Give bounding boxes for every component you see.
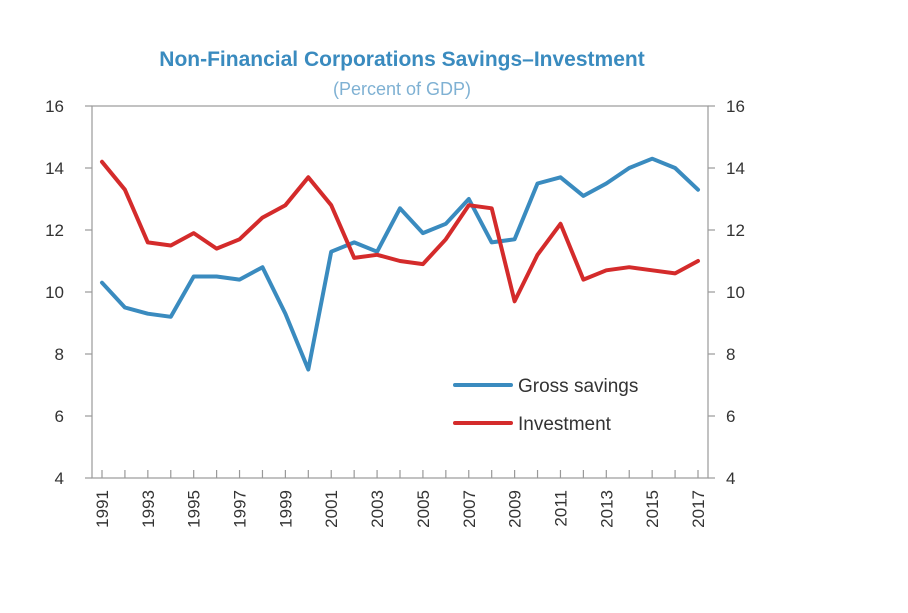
x-axis: 1991 1993 1995 1997 1999 2001 2003 2005 2007 2009… bbox=[93, 470, 708, 528]
y-axis-right: 4 6 8 10 12 14 16 bbox=[708, 97, 745, 488]
x-tick-label: 1991 bbox=[93, 490, 112, 528]
x-tick-label: 1997 bbox=[231, 490, 250, 528]
x-tick-label: 2015 bbox=[643, 490, 662, 528]
y-tick-label-right: 4 bbox=[726, 469, 735, 488]
x-tick-label: 2007 bbox=[460, 490, 479, 528]
legend-label-gross-savings: Gross savings bbox=[518, 376, 638, 397]
series-line-investment bbox=[100, 159, 700, 304]
y-tick-label-left: 16 bbox=[45, 97, 64, 116]
chart-title: Non-Financial Corporations Savings–Inves… bbox=[159, 48, 644, 71]
x-tick-label: 1999 bbox=[276, 490, 295, 528]
x-tick-label: 2001 bbox=[322, 490, 341, 528]
x-tick-label: 2013 bbox=[597, 490, 616, 528]
x-tick-label: 2005 bbox=[414, 490, 433, 528]
legend-label-investment: Investment bbox=[518, 414, 612, 435]
y-tick-label-left: 12 bbox=[45, 221, 64, 240]
x-tick-label: 2011 bbox=[551, 490, 570, 527]
y-tick-label-right: 14 bbox=[726, 159, 745, 178]
y-tick-label-left: 10 bbox=[45, 283, 64, 302]
y-axis-left: 4 6 8 10 12 14 16 bbox=[45, 97, 92, 488]
chart-subtitle: (Percent of GDP) bbox=[333, 79, 471, 99]
legend: Gross savings Investment bbox=[453, 376, 638, 435]
y-tick-label-left: 14 bbox=[45, 159, 64, 178]
y-tick-label-right: 6 bbox=[726, 407, 735, 426]
y-tick-label-left: 8 bbox=[55, 345, 64, 364]
y-tick-label-left: 4 bbox=[55, 469, 64, 488]
x-tick-label: 2009 bbox=[506, 490, 525, 528]
x-tick-label: 2003 bbox=[368, 490, 387, 528]
y-tick-label-right: 10 bbox=[726, 283, 745, 302]
series-layer bbox=[100, 156, 700, 372]
series-line-gross-savings bbox=[100, 156, 700, 372]
x-tick-label: 2017 bbox=[689, 490, 708, 528]
x-tick-label: 1995 bbox=[185, 490, 204, 528]
y-tick-label-right: 12 bbox=[726, 221, 745, 240]
y-tick-label-right: 8 bbox=[726, 345, 735, 364]
x-tick-label: 1993 bbox=[139, 490, 158, 528]
y-tick-label-right: 16 bbox=[726, 97, 745, 116]
y-tick-label-left: 6 bbox=[55, 407, 64, 426]
